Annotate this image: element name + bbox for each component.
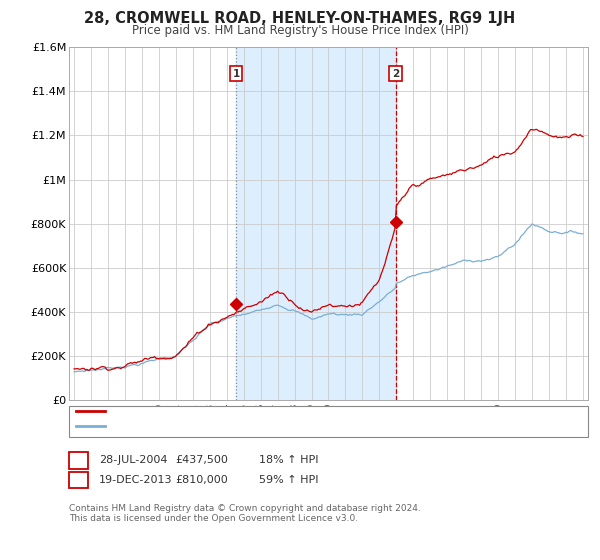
Text: 28, CROMWELL ROAD, HENLEY-ON-THAMES, RG9 1JH: 28, CROMWELL ROAD, HENLEY-ON-THAMES, RG9…: [85, 11, 515, 26]
Text: 28-JUL-2004: 28-JUL-2004: [99, 455, 167, 465]
Text: £810,000: £810,000: [175, 475, 228, 485]
Text: 18% ↑ HPI: 18% ↑ HPI: [259, 455, 319, 465]
Text: 2: 2: [392, 68, 399, 78]
Text: 19-DEC-2013: 19-DEC-2013: [99, 475, 173, 485]
Text: Price paid vs. HM Land Registry's House Price Index (HPI): Price paid vs. HM Land Registry's House …: [131, 24, 469, 36]
Text: 1: 1: [75, 455, 82, 465]
Text: 1: 1: [232, 68, 239, 78]
Text: 28, CROMWELL ROAD, HENLEY-ON-THAMES, RG9 1JH (detached house): 28, CROMWELL ROAD, HENLEY-ON-THAMES, RG9…: [110, 407, 479, 416]
Text: £437,500: £437,500: [175, 455, 228, 465]
Text: 2: 2: [75, 475, 82, 485]
Bar: [236, 47, 395, 400]
Text: Contains HM Land Registry data © Crown copyright and database right 2024.
This d: Contains HM Land Registry data © Crown c…: [69, 504, 421, 524]
Text: HPI: Average price, detached house, South Oxfordshire: HPI: Average price, detached house, Sout…: [110, 421, 397, 431]
Text: 59% ↑ HPI: 59% ↑ HPI: [259, 475, 319, 485]
